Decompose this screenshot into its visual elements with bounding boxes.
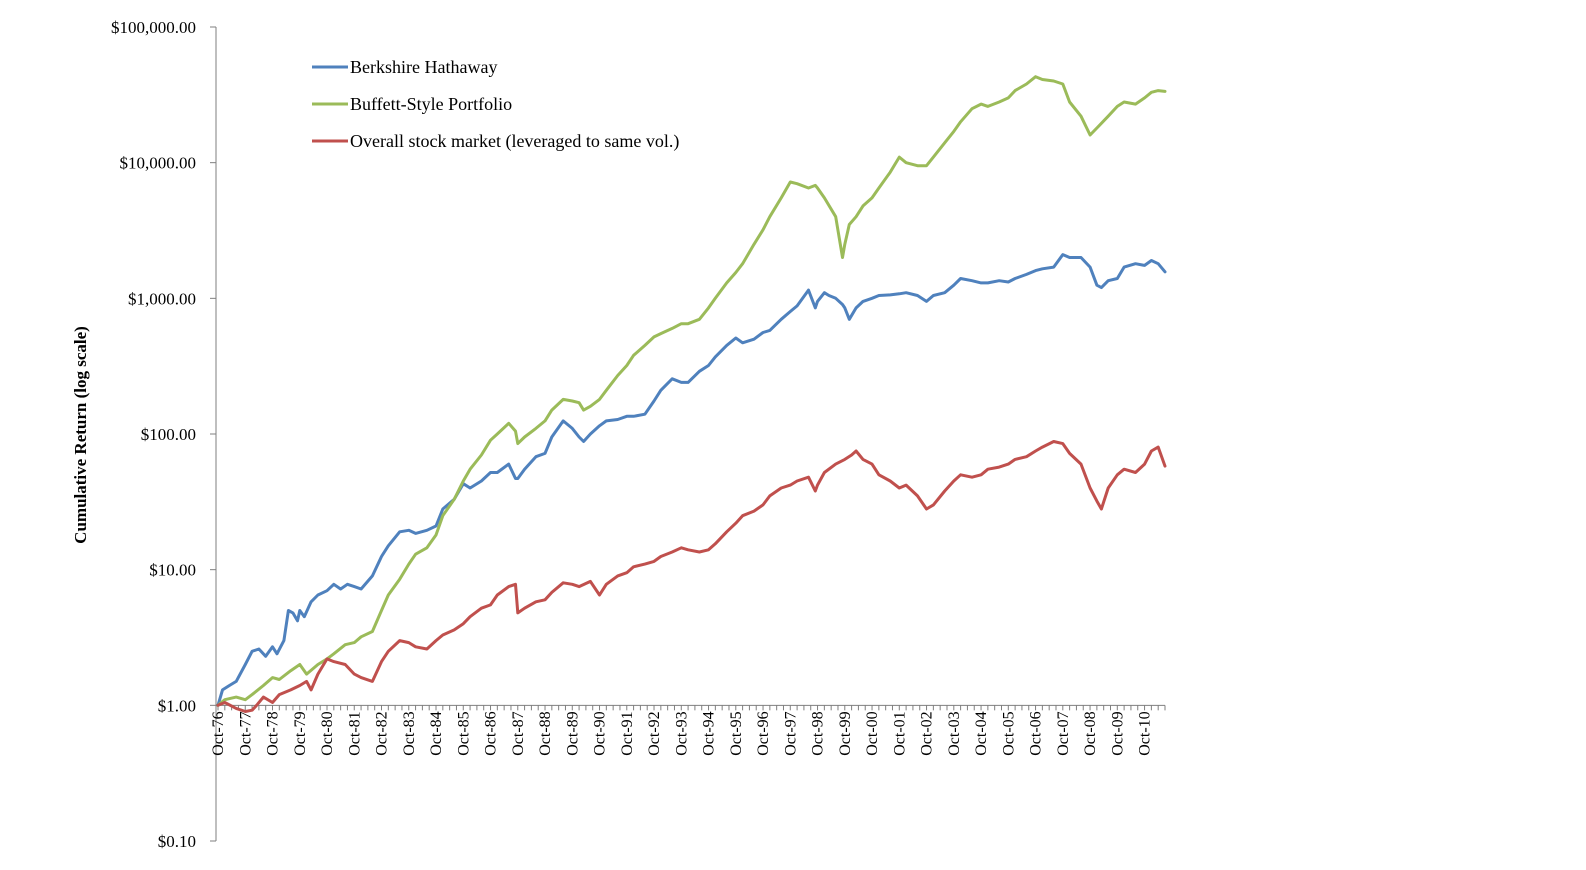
x-tick-label: Oct-05 [1000, 711, 1017, 755]
legend: Berkshire Hathaway Buffett-Style Portfoli… [312, 57, 679, 152]
x-tick-label: Oct-93 [673, 711, 690, 755]
series-line-3 [216, 440, 1167, 713]
series-layer [216, 75, 1167, 713]
x-tick-label: Oct-89 [564, 711, 581, 755]
x-tick-label: Oct-87 [510, 711, 527, 755]
x-tick-label: Oct-98 [810, 711, 827, 755]
series-line-1 [216, 253, 1167, 707]
x-tick-label: Oct-04 [973, 711, 990, 755]
x-tick-label: Oct-86 [483, 711, 500, 755]
x-tick-label: Oct-78 [265, 711, 282, 755]
x-tick-label: Oct-81 [346, 711, 363, 755]
y-tick-label: $10,000.00 [120, 154, 197, 173]
x-tick-label: Oct-76 [210, 711, 227, 755]
x-tick-label: Oct-03 [946, 711, 963, 755]
x-tick-label: Oct-91 [619, 711, 636, 755]
y-tick-label: $1,000.00 [128, 289, 196, 308]
x-tick-label: Oct-92 [646, 711, 663, 755]
x-tick-label: Oct-00 [864, 711, 881, 755]
y-tick-label: $10.00 [149, 561, 196, 580]
x-tick-label: Oct-06 [1028, 711, 1045, 755]
x-tick-label: Oct-10 [1137, 711, 1154, 755]
legend-label-2: Buffett-Style Portfolio [350, 94, 512, 114]
x-tick-label: Oct-79 [292, 711, 309, 755]
x-axis: Oct-76 Oct-77 Oct-78 Oct-79 Oct-80 Oct-81 Oct-… [210, 704, 1166, 756]
y-tick-label: $1.00 [158, 696, 196, 715]
x-tick-label: Oct-90 [592, 711, 609, 755]
legend-label-3: Overall stock market (leveraged to same … [350, 131, 679, 152]
x-tick-label: Oct-08 [1082, 711, 1099, 755]
x-tick-label: Oct-84 [428, 711, 445, 755]
x-tick-label: Oct-95 [728, 711, 745, 755]
x-tick-label: Oct-77 [237, 711, 254, 755]
x-tick-label: Oct-07 [1055, 711, 1072, 755]
y-axis: $0.10 $1.00 $10.00 $100.00 $1,000.00 $10,000.… [111, 18, 217, 851]
series-line-2 [216, 75, 1167, 707]
x-tick-label: Oct-83 [401, 711, 418, 755]
x-tick-label: Oct-01 [891, 711, 908, 755]
x-tick-label: Oct-80 [319, 711, 336, 755]
y-tick-label: $100,000.00 [111, 18, 196, 37]
x-tick-label: Oct-09 [1109, 711, 1126, 755]
x-tick-label: Oct-99 [837, 711, 854, 755]
y-axis-label: Cumulative Return (log scale) [71, 326, 90, 544]
x-tick-label: Oct-96 [755, 711, 772, 755]
x-tick-label: Oct-94 [701, 711, 718, 755]
legend-label-1: Berkshire Hathaway [350, 57, 497, 77]
x-tick-label: Oct-97 [782, 711, 799, 755]
x-tick-label: Oct-02 [919, 711, 936, 755]
x-tick-label: Oct-85 [455, 711, 472, 755]
x-tick-label: Oct-82 [374, 711, 391, 755]
y-tick-label: $100.00 [141, 425, 196, 444]
x-tick-label: Oct-88 [537, 711, 554, 755]
y-tick-label: $0.10 [158, 832, 196, 851]
